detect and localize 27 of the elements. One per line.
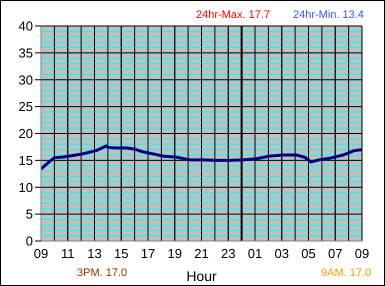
x-tick-label: 17 (140, 246, 156, 262)
text: 3PM. 17.0 (77, 267, 128, 279)
x-tick-label: 23 (221, 246, 236, 262)
x-tick-label: 21 (194, 246, 209, 262)
y-tick-label: 40 (18, 18, 33, 34)
y-tick-label: 0 (26, 234, 33, 249)
x-tick-label: 05 (301, 246, 316, 262)
y-tick-label: 5 (26, 206, 33, 222)
y-tick-label: 10 (18, 180, 33, 195)
y-tick-label: 20 (18, 126, 33, 142)
y-tick-label: 30 (18, 72, 33, 88)
x-tick-label: 13 (87, 246, 102, 262)
x-tick-label: 15 (114, 246, 128, 262)
x-tick-label: 19 (168, 246, 182, 262)
x-tick-label: 09 (34, 246, 48, 262)
x-tick-label: 11 (61, 246, 74, 262)
y-tick-label: 25 (18, 99, 33, 114)
text: 9AM. 17.0 (321, 267, 372, 279)
x-tick-label: 07 (328, 246, 342, 262)
x-tick-label: 03 (274, 246, 289, 262)
x-axis-title: Hour (186, 268, 218, 284)
x-tick-label: 01 (248, 246, 262, 262)
y-tick-label: 15 (18, 152, 33, 168)
x-tick-label: 09 (354, 246, 370, 262)
y-tick-label: 35 (18, 45, 33, 60)
text: 24hr-Min. 13.4 (293, 9, 364, 21)
text: 24hr-Max. 17.7 (196, 9, 270, 21)
